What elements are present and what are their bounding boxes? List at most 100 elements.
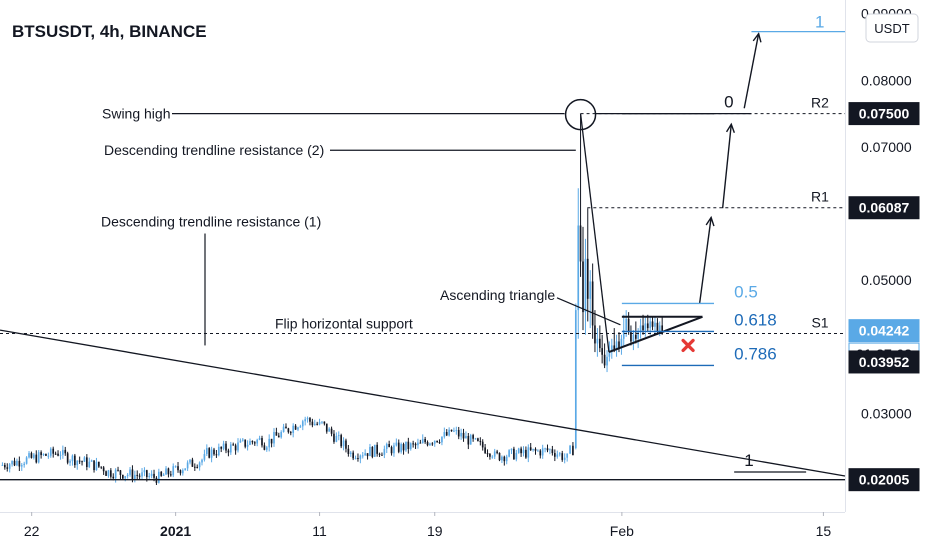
candle-body <box>510 448 513 451</box>
candle-body <box>525 449 527 458</box>
candle-body <box>606 356 608 366</box>
candle-body <box>537 450 539 452</box>
candle-body <box>292 425 295 433</box>
candle-body <box>630 332 632 342</box>
candle <box>133 470 136 483</box>
currency-button[interactable] <box>865 13 919 43</box>
candle <box>448 427 450 437</box>
candle <box>186 460 189 471</box>
candle-body <box>618 341 620 349</box>
candle-body <box>42 453 45 456</box>
candle <box>143 467 146 477</box>
candle <box>227 448 230 457</box>
candle-body <box>539 450 542 456</box>
candle-body <box>534 448 537 451</box>
candle <box>563 453 566 464</box>
candle <box>114 468 117 483</box>
time-tick-label: 15 <box>816 523 832 539</box>
candle <box>498 452 501 462</box>
candle <box>644 316 647 337</box>
candle-body <box>126 474 129 477</box>
candle-body <box>177 466 179 471</box>
candle <box>582 226 584 331</box>
price-badge: 0.02005 <box>848 468 920 492</box>
candle <box>443 427 446 439</box>
candle-body <box>347 448 350 454</box>
candle-body <box>551 449 554 454</box>
candle <box>330 426 333 437</box>
annotation-flip-horizontal-support: Flip horizontal support <box>275 315 413 331</box>
candle-body <box>83 457 86 462</box>
candle <box>397 439 400 454</box>
price-axis-panel[interactable] <box>845 0 932 550</box>
fib-level-label: 0.618 <box>734 310 777 329</box>
level-label-r1: R1 <box>811 189 829 205</box>
candle-body <box>596 338 599 344</box>
candle <box>193 463 196 471</box>
candle <box>49 447 52 458</box>
candle <box>258 435 261 441</box>
candle <box>294 424 297 430</box>
candle-body <box>400 444 402 452</box>
candle <box>313 419 316 426</box>
candle <box>76 460 79 470</box>
candle-body <box>438 442 441 444</box>
candle <box>52 446 55 458</box>
candle <box>361 452 364 459</box>
time-tick-label: 11 <box>312 523 327 539</box>
fib-level-label: 0 <box>724 93 733 112</box>
candle <box>520 446 522 457</box>
candle-body <box>582 261 584 313</box>
candle <box>517 447 520 454</box>
triangle-support <box>608 315 703 354</box>
candle <box>596 328 599 357</box>
candle-body <box>527 447 530 458</box>
candle-body <box>309 418 311 422</box>
candle <box>261 435 263 448</box>
candle <box>469 433 472 445</box>
candle-body <box>287 428 290 433</box>
candle <box>561 450 564 462</box>
candle <box>620 334 623 355</box>
candle <box>150 470 153 479</box>
invalidation-cross-icon <box>681 338 695 353</box>
candle-body <box>622 330 625 339</box>
candle <box>537 449 539 452</box>
candle-body <box>493 451 496 457</box>
candle-body <box>610 345 613 353</box>
candle <box>98 461 100 468</box>
price-badge: 0.07500 <box>848 102 920 126</box>
candle-body <box>342 440 345 447</box>
candle-body <box>169 474 172 476</box>
candle-body <box>429 443 431 446</box>
candle-body <box>354 458 357 460</box>
candle-body <box>306 418 309 420</box>
candle-body <box>637 332 639 339</box>
candle <box>579 113 582 277</box>
candle-body <box>646 323 649 329</box>
candle <box>62 445 64 459</box>
projection-arrow <box>721 124 732 209</box>
candle-body <box>66 453 69 463</box>
candle-body <box>59 454 62 456</box>
candle <box>8 462 11 473</box>
candle-body <box>388 443 390 448</box>
candle-body <box>217 446 220 456</box>
candle <box>522 446 525 457</box>
candle-body <box>366 453 369 457</box>
annotation-ascending-triangle: Ascending triangle <box>440 287 555 303</box>
price-badge-label: 0.07500 <box>859 106 910 122</box>
time-axis-panel[interactable] <box>0 512 845 550</box>
candle-body <box>71 455 74 462</box>
candle <box>513 446 515 460</box>
candle-body <box>556 454 559 457</box>
candle-body <box>402 444 405 451</box>
candle <box>577 188 580 339</box>
candle-body <box>441 436 443 443</box>
candle-body <box>129 469 131 475</box>
candle-body <box>613 345 616 351</box>
candle-body <box>566 453 569 458</box>
candle <box>453 427 455 433</box>
currency-button-label: USDT <box>874 21 909 36</box>
